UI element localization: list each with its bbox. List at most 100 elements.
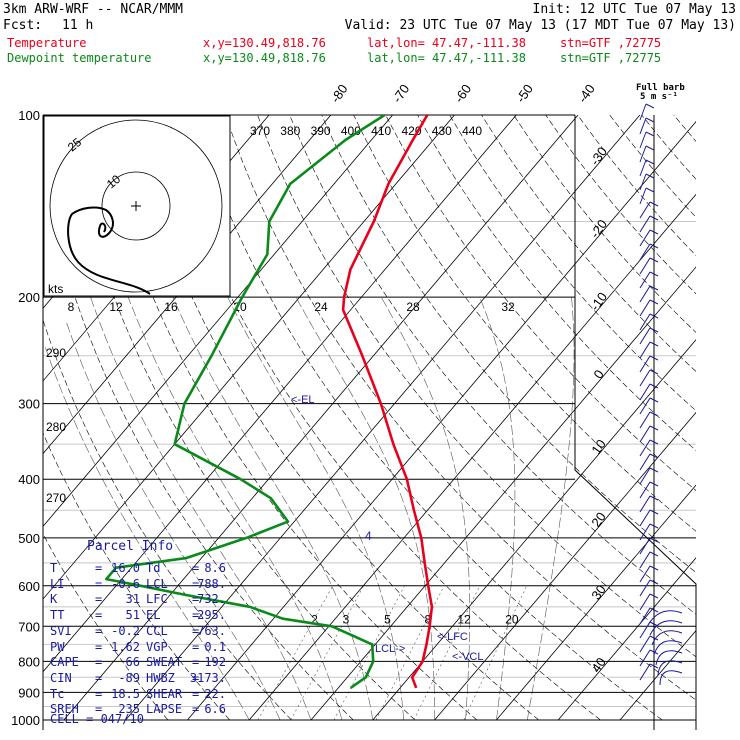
mixing-ratio-label: 3 [343,612,350,626]
hodograph-trace [67,206,151,295]
low-level-barb [657,660,683,676]
barb-staff [639,425,651,443]
barb-staff [639,453,651,471]
parcel-info-eq: = [95,702,103,717]
hodograph-speed-tick: 20 [233,300,247,314]
barb-flag [649,579,659,585]
wind-barb [639,131,655,149]
parcel-info-eq: = [95,655,103,670]
mixing-ratio-line [257,585,333,721]
parcel-info-key: K [50,592,58,607]
isotherm-label: -80 [328,81,351,105]
dry-adiabat [65,115,416,721]
wind-barb [639,439,659,457]
parcel-info-key: LFC [146,592,168,607]
wind-barb [639,243,659,261]
theta-left-label: 280 [46,420,66,434]
wind-barb [639,509,659,527]
mixing-ratio-label: 5 [384,612,391,626]
barb-staff [639,131,647,149]
wind-barb [639,299,659,317]
parcel-info-key: SHEAR [146,686,183,701]
wind-barb [639,257,659,275]
parcel-info-eq: = [192,608,200,623]
barb-staff [639,243,651,261]
barb-flag [649,327,659,333]
wind-barb [639,215,659,233]
parcel-info-value: -0.2 [111,623,140,638]
valid-time: Valid: 23 UTC Tue 07 May 13 (17 MDT Tue … [344,18,736,33]
hodograph-speed-tick: 12 [109,300,123,314]
legend-dewpoint-latlon: lat,lon= 47.47,-111.38 [367,51,526,65]
parcel-info-key: Tc [50,686,65,701]
wind-barb [639,201,659,219]
parcel-info-eq: = [192,561,200,575]
parcel-info-key: CAPE [50,655,79,670]
barb-flag [649,509,659,515]
barb-staff [639,495,651,513]
barb-staff [639,187,647,205]
parcel-info-key: VGP [146,639,168,654]
barb-flag [649,383,659,389]
wind-barbs [639,103,683,686]
wind-barb [639,103,655,121]
wind-barb [639,635,659,653]
parcel-info-cell: CELL = 047/10 [50,712,144,726]
mixing-ratio-label: 12 [457,612,471,626]
barb-staff [639,299,651,317]
parcel-info-value: 763. [197,623,226,638]
isotherm-label: -70 [389,81,412,105]
isotherm-line [372,339,696,721]
barb-staff [639,509,651,527]
parcel-info-key: EL [146,608,161,623]
parcel-info-value: 31 [125,592,140,607]
hodograph-speed-tick: 32 [501,300,515,314]
parcel-info-eq: = [192,655,200,670]
parcel-info-value: 732. [197,592,226,607]
parcel-info-value: 66 [125,655,140,670]
parcel-info-value: -89 [118,670,140,685]
dry-adiabat [706,115,740,720]
barb-flag [649,523,659,529]
theta-left-label: 270 [46,491,66,505]
parcel-info-value: 51 [125,608,140,623]
init-time: Init: 12 UTC Tue 07 May 13 [532,2,737,17]
barb-staff [639,607,651,625]
dry-adiabat [385,115,696,491]
legend-temperature-stn: stn=GTF ,72775 [560,36,662,50]
barb-staff [639,313,651,331]
wind-barb [639,467,659,485]
wind-barb [639,593,659,611]
barb-staff [639,145,647,163]
moist-adiabat [172,296,374,721]
barb-flag [645,159,655,165]
barb-staff [639,565,651,583]
isotherm-label: 20 [588,509,609,529]
hodograph-ring-outer [49,119,223,293]
dry-adiabat [257,115,696,658]
isotherm-label: -40 [575,81,598,105]
barb-flag [645,145,655,151]
parcel-info-value: 788. [197,576,226,591]
wind-barb [639,397,659,415]
moist-adiabat [66,322,281,721]
parcel-info-key: CIN [50,670,72,685]
isotherm-line [310,266,696,721]
pressure-tick-label-500: 500 [18,531,40,546]
barb-flag [649,341,659,347]
hodograph-speed-tick: 16 [164,300,178,314]
barb-staff [639,439,651,457]
low-level-barb [655,650,683,666]
parcel-info-eq: = [192,686,200,701]
parcel-info-value: 22. [204,686,226,701]
barb-flag [649,495,659,501]
barb-flag [645,117,655,123]
parcel-info-title: Parcel Info [87,539,174,554]
low-level-barb [653,640,683,656]
mixing-ratio-label: 20 [505,612,519,626]
parcel-info-eq: = [95,686,103,701]
pressure-tick-label-200: 200 [18,290,40,305]
barb-flag [649,537,659,543]
isotherm-line [43,115,455,600]
